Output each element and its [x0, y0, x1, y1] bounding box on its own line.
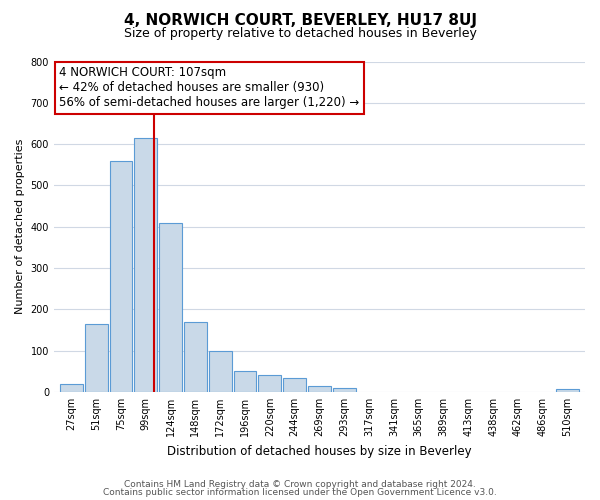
Bar — [259, 376, 281, 392]
Text: Size of property relative to detached houses in Beverley: Size of property relative to detached ho… — [124, 28, 476, 40]
Bar — [308, 386, 331, 392]
Bar — [134, 138, 157, 392]
X-axis label: Distribution of detached houses by size in Beverley: Distribution of detached houses by size … — [167, 444, 472, 458]
Bar — [233, 372, 256, 392]
Text: Contains HM Land Registry data © Crown copyright and database right 2024.: Contains HM Land Registry data © Crown c… — [124, 480, 476, 489]
Text: 4, NORWICH COURT, BEVERLEY, HU17 8UJ: 4, NORWICH COURT, BEVERLEY, HU17 8UJ — [124, 12, 476, 28]
Bar — [159, 222, 182, 392]
Bar — [184, 322, 207, 392]
Bar — [85, 324, 107, 392]
Text: 4 NORWICH COURT: 107sqm
← 42% of detached houses are smaller (930)
56% of semi-d: 4 NORWICH COURT: 107sqm ← 42% of detache… — [59, 66, 359, 110]
Bar — [110, 160, 133, 392]
Bar — [60, 384, 83, 392]
Bar — [209, 350, 232, 392]
Text: Contains public sector information licensed under the Open Government Licence v3: Contains public sector information licen… — [103, 488, 497, 497]
Bar — [333, 388, 356, 392]
Bar — [283, 378, 306, 392]
Bar — [556, 388, 579, 392]
Y-axis label: Number of detached properties: Number of detached properties — [15, 139, 25, 314]
